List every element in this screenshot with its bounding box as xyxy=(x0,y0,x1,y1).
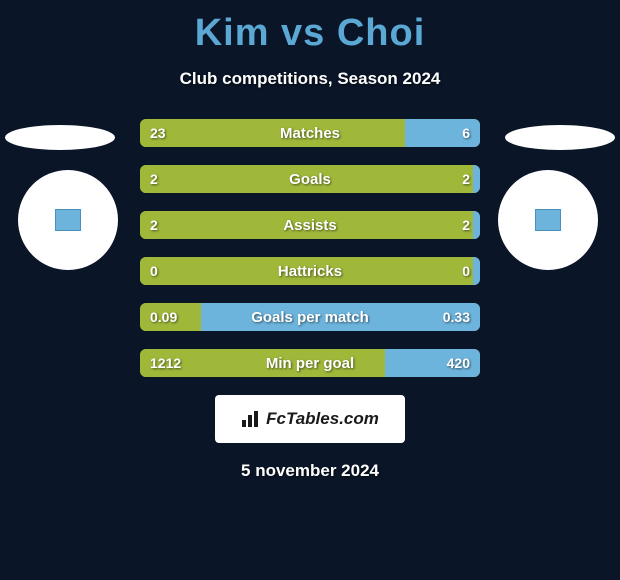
stat-row: Matches23 6 xyxy=(140,119,480,147)
player-left-disc xyxy=(5,125,115,150)
stat-row: Goals per match0.09 0.33 xyxy=(140,303,480,331)
stat-label: Goals per match xyxy=(140,303,480,331)
stat-value-left: 2 xyxy=(150,211,158,239)
stat-value-left: 0 xyxy=(150,257,158,285)
stat-value-right: 2 xyxy=(462,165,470,193)
jersey-placeholder-icon xyxy=(535,209,561,231)
stat-row: Min per goal1212 420 xyxy=(140,349,480,377)
fctables-logo: FcTables.com xyxy=(241,409,379,429)
player-right-avatar xyxy=(498,170,598,270)
stat-label: Hattricks xyxy=(140,257,480,285)
stat-value-left: 1212 xyxy=(150,349,181,377)
stat-value-right: 6 xyxy=(462,119,470,147)
player-left-avatar xyxy=(18,170,118,270)
page-title: Kim vs Choi xyxy=(0,0,620,55)
stat-value-right: 0 xyxy=(462,257,470,285)
stat-label: Matches xyxy=(140,119,480,147)
stat-value-left: 0.09 xyxy=(150,303,177,331)
stat-value-right: 2 xyxy=(462,211,470,239)
logo-box: FcTables.com xyxy=(215,395,405,443)
stat-label: Min per goal xyxy=(140,349,480,377)
date-line: 5 november 2024 xyxy=(0,461,620,481)
stat-value-right: 0.33 xyxy=(443,303,470,331)
jersey-placeholder-icon xyxy=(55,209,81,231)
stat-label: Assists xyxy=(140,211,480,239)
comparison-bars: Matches236Goals22Assists22Hattricks00Goa… xyxy=(140,119,480,377)
stat-value-left: 23 xyxy=(150,119,166,147)
logo-text: FcTables.com xyxy=(266,409,379,429)
stat-row: Assists2 2 xyxy=(140,211,480,239)
stat-row: Goals2 2 xyxy=(140,165,480,193)
stat-value-left: 2 xyxy=(150,165,158,193)
stat-label: Goals xyxy=(140,165,480,193)
player-right-disc xyxy=(505,125,615,150)
logo-bars-icon xyxy=(241,410,263,428)
stat-row: Hattricks0 0 xyxy=(140,257,480,285)
subtitle: Club competitions, Season 2024 xyxy=(0,69,620,89)
stat-value-right: 420 xyxy=(447,349,470,377)
